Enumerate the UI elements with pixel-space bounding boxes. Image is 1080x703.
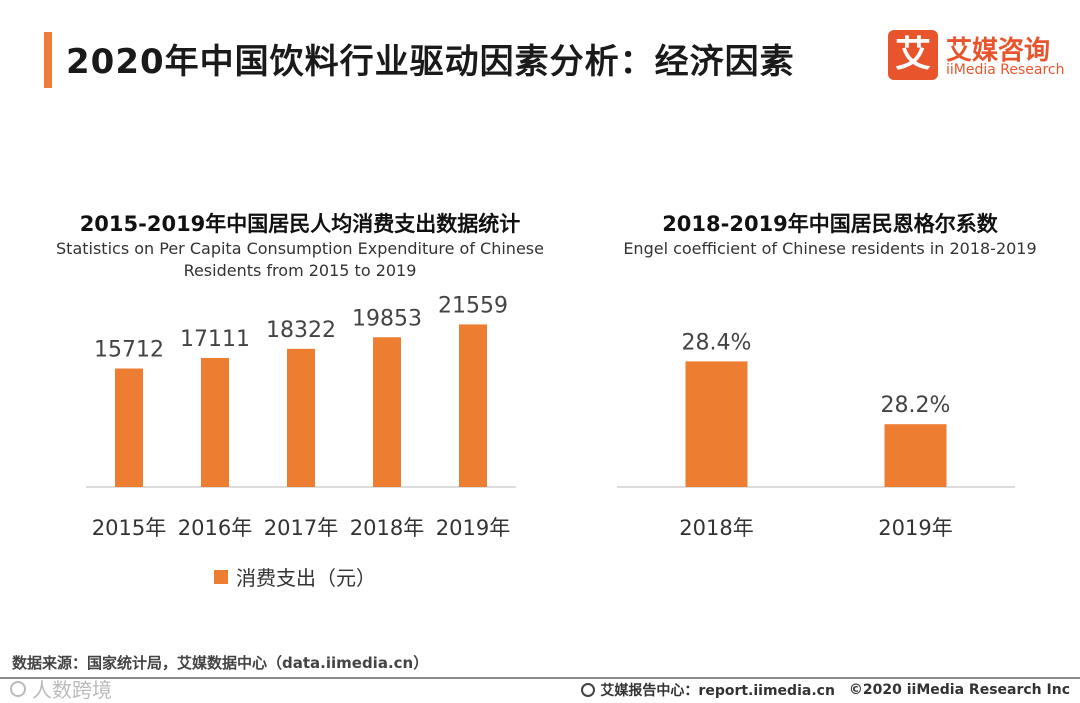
chart2-header: 2018-2019年中国居民恩格尔系数 Engel coefficient of…: [600, 208, 1060, 260]
footer-credits: 艾媒报告中心：report.iimedia.cn ©2020 iiMedia R…: [581, 680, 1070, 700]
chart1-category-label-1: 2016年: [178, 516, 252, 540]
report-center-text: 艾媒报告中心：report.iimedia.cn: [600, 683, 835, 699]
logo-cn-text: 艾媒咨询: [946, 36, 1051, 66]
watermark-text: 人数跨境: [32, 678, 112, 702]
chart2-value-label-0: 28.4%: [682, 330, 752, 355]
chart2-title: 2018-2019年中国居民恩格尔系数: [662, 212, 998, 236]
chart1-title: 2015-2019年中国居民人均消费支出数据统计: [79, 212, 521, 236]
chart1-value-label-3: 19853: [352, 306, 422, 331]
chart1-header: 2015-2019年中国居民人均消费支出数据统计 Statistics on P…: [40, 208, 560, 282]
chart1-bar-1: [201, 357, 229, 487]
chart1-category-label-3: 2018年: [350, 516, 424, 540]
chart1-bar-4: [459, 324, 487, 487]
chart1-legend: 消费支出（元）: [214, 562, 376, 591]
chart2-bar-1: [884, 424, 947, 487]
watermark-icon: [10, 680, 26, 697]
data-source-note: 数据来源：国家统计局，艾媒数据中心（data.iimedia.cn）: [12, 654, 429, 672]
watermark: 人数跨境: [10, 674, 112, 703]
footer-divider: [0, 677, 1080, 679]
chart2-value-label-1: 28.2%: [881, 393, 951, 418]
title-accent-bar: [44, 32, 52, 88]
chart2-category-label-1: 2019年: [878, 516, 952, 540]
chart1-value-label-2: 18322: [266, 318, 336, 343]
chart1-bar-3: [373, 337, 401, 487]
chart1-bar-0: [115, 368, 143, 487]
chart1-category-label-2: 2017年: [264, 516, 338, 540]
logo-mark: 艾: [888, 30, 938, 80]
chart1-category-label-0: 2015年: [92, 516, 166, 540]
page-title: 2020年中国饮料行业驱动因素分析：经济因素: [66, 42, 795, 82]
iimedia-logo: 艾 艾媒咨询 iiMedia Research: [888, 30, 1068, 84]
legend-swatch: [214, 569, 228, 584]
chart1-subtitle-line2: Residents from 2015 to 2019: [183, 261, 417, 280]
chart1-subtitle-line1: Statistics on Per Capita Consumption Exp…: [56, 239, 544, 258]
chart1-category-label-4: 2019年: [436, 516, 510, 540]
legend-label: 消费支出（元）: [236, 566, 376, 590]
chart2-bar-0: [685, 361, 748, 487]
chart2-category-label-0: 2018年: [679, 516, 753, 540]
chart1-value-label-0: 15712: [94, 338, 164, 363]
copyright-text: ©2020 iiMedia Research Inc: [848, 682, 1070, 698]
chart1-value-label-1: 17111: [180, 327, 250, 352]
chart1-bar-2: [287, 348, 315, 487]
logo-en-text: iiMedia Research: [946, 62, 1065, 78]
globe-icon: [581, 683, 596, 697]
chart2-subtitle-line1: Engel coefficient of Chinese residents i…: [623, 239, 1037, 258]
chart1-value-label-4: 21559: [438, 293, 508, 318]
